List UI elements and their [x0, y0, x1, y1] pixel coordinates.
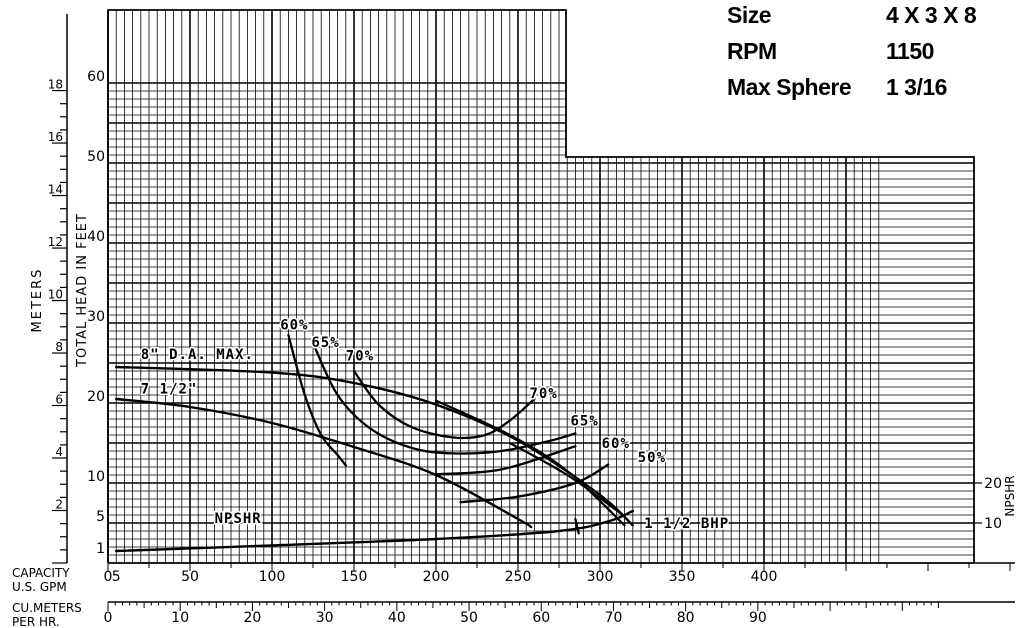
feet-tick-label: 1	[96, 541, 105, 557]
feet-tick-label: 40	[87, 229, 105, 245]
curve-annotation: 50%	[638, 450, 666, 466]
curve-npshr-7	[115, 509, 634, 553]
curve-bhp-10	[574, 517, 580, 535]
rpm-value: 1150	[886, 38, 934, 64]
meters-tick-label: 4	[55, 445, 63, 459]
curve-annotation: NPSHR	[215, 511, 262, 527]
gpm-tick-label: 150	[341, 569, 368, 585]
meters-tick-label: 12	[48, 235, 63, 249]
max-sphere-value: 1 3/16	[886, 74, 947, 100]
cum-tick-label: 90	[749, 610, 767, 626]
meters-tick-label: 8	[55, 340, 63, 354]
curve-annotation: 70%	[529, 386, 557, 402]
cum-tick-label: 60	[532, 610, 550, 626]
cum-tick-label: 20	[244, 610, 262, 626]
curve-annotation: 60%	[280, 317, 308, 333]
curve-annotation: 1 1/2 BHP	[644, 516, 729, 532]
curve-annotation: 70%	[346, 349, 374, 365]
npsh-axis-label: NPSHR	[1003, 475, 1017, 516]
curve-annotation: 65%	[570, 413, 598, 429]
npsh-tick-label: 20	[984, 476, 1002, 492]
meters-tick-label: 18	[48, 78, 63, 92]
cum-tick-label: 70	[605, 610, 623, 626]
size-label: Size	[727, 2, 772, 28]
max-sphere-label: Max Sphere	[727, 74, 852, 100]
performance-curves	[115, 333, 634, 553]
gpm-tick-label: 250	[505, 569, 532, 585]
cum-tick-label: 50	[460, 610, 478, 626]
grid-frame	[107, 9, 975, 563]
gpm-tick-label: 300	[587, 569, 614, 585]
gpm-tick-label: 0	[104, 569, 113, 585]
us-gpm-label: U.S. GPM	[12, 580, 67, 594]
feet-tick-label: 60	[87, 69, 105, 85]
curve-head-0	[115, 365, 634, 527]
curve-annotation: 7 1/2"	[141, 381, 198, 397]
curve-head-1	[115, 397, 533, 529]
feet-tick-label: 50	[87, 149, 105, 165]
feet-tick-label: 20	[87, 389, 105, 405]
feet-tick-label: 10	[87, 469, 105, 485]
gpm-tick-label: 400	[751, 569, 778, 585]
cum-tick-label: 40	[388, 610, 406, 626]
rpm-label: RPM	[727, 38, 777, 64]
gpm-tick-label: 200	[423, 569, 450, 585]
chart-labels: 24681012141618METERS15102030405060TOTAL …	[12, 69, 1017, 628]
curve-efficiency-2	[287, 333, 347, 467]
feet-tick-label: 30	[87, 309, 105, 325]
cum-tick-label: 10	[171, 610, 189, 626]
cum-tick-label: 80	[677, 610, 695, 626]
meters-tick-label: 16	[48, 130, 63, 144]
cum-tick-label: 30	[316, 610, 334, 626]
curve-annotation: 8" D.A. MAX.	[141, 347, 254, 363]
curve-efficiency-4	[352, 369, 536, 440]
meters-tick-label: 10	[48, 288, 63, 302]
gpm-tick-label: 5	[112, 569, 121, 585]
meters-axis-label: METERS	[30, 268, 45, 333]
curve-bhp-8	[434, 399, 626, 527]
capacity-label: CAPACITY	[12, 566, 70, 580]
curve-efficiency-5	[434, 445, 577, 476]
axes	[52, 14, 1015, 611]
per-hr-label: PER HR.	[12, 615, 60, 628]
curve-efficiency-3	[311, 341, 577, 455]
npsh-tick-label: 10	[984, 516, 1002, 532]
curve-efficiency-6	[459, 463, 610, 504]
gpm-tick-label: 350	[669, 569, 696, 585]
meters-tick-label: 6	[55, 393, 63, 407]
gpm-tick-label: 50	[181, 569, 199, 585]
meters-tick-label: 2	[55, 498, 63, 512]
feet-tick-label: 5	[96, 509, 105, 525]
feet-axis-label: TOTAL HEAD IN FEET	[75, 213, 90, 368]
cum-tick-label: 0	[104, 610, 113, 626]
curve-annotation: 65%	[311, 335, 339, 351]
curve-annotation: 60%	[602, 436, 630, 452]
meters-tick-label: 14	[48, 183, 63, 197]
curve-bhp-9	[508, 441, 621, 514]
cu-meters-label: CU.METERS	[12, 601, 82, 615]
gpm-tick-label: 100	[259, 569, 286, 585]
size-value: 4 X 3 X 8	[886, 2, 977, 28]
